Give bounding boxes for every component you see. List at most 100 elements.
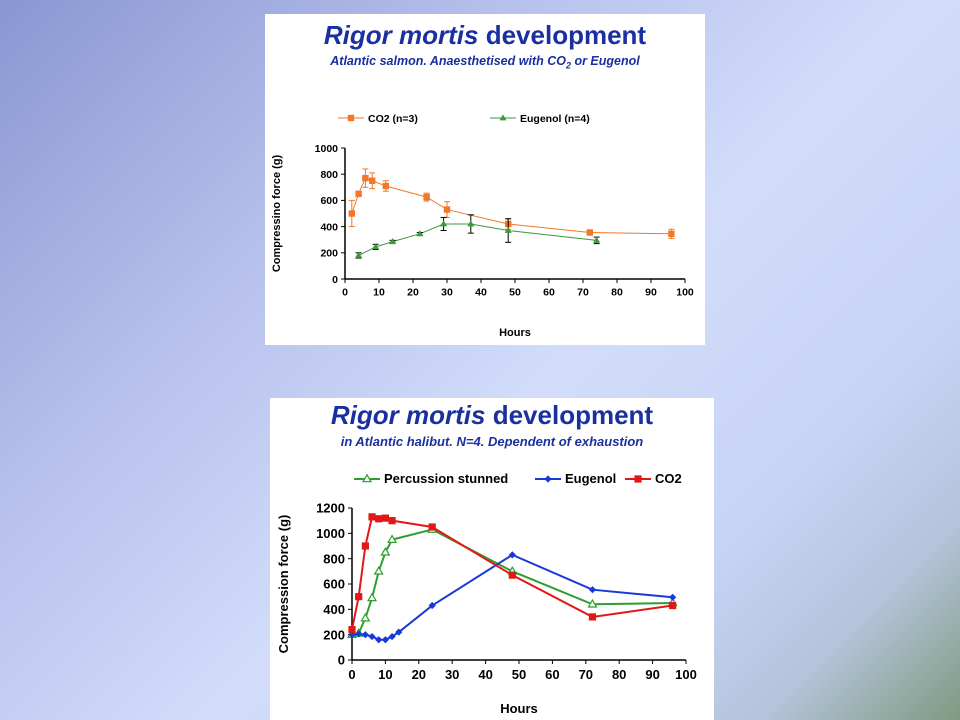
x-tick-label: 20 bbox=[412, 667, 426, 682]
series-co2 bbox=[348, 168, 675, 239]
data-point bbox=[361, 631, 369, 639]
y-tick-label: 400 bbox=[323, 602, 345, 617]
data-point bbox=[375, 515, 383, 523]
x-tick-label: 70 bbox=[579, 667, 593, 682]
data-point bbox=[381, 514, 389, 522]
data-point bbox=[375, 636, 383, 644]
legend-marker bbox=[361, 473, 373, 483]
data-point bbox=[668, 230, 675, 238]
series-line bbox=[351, 528, 673, 636]
legend-marker bbox=[499, 114, 507, 121]
chart-axes: 0 200 400 600 800 1000 0 10 20 30 40 50 60 70 80 90 100 H… bbox=[271, 143, 694, 339]
data-point bbox=[355, 593, 363, 601]
y-tick-label: 400 bbox=[320, 221, 338, 233]
y-tick-label: 800 bbox=[320, 169, 338, 181]
legend-label: CO2 bbox=[655, 471, 682, 486]
data-point bbox=[369, 177, 376, 184]
y-tick-label: 600 bbox=[320, 195, 338, 207]
data-point bbox=[467, 220, 475, 227]
chart-legend: Percussion stunned Eugenol CO2 bbox=[354, 471, 682, 486]
x-axis-label: Hours bbox=[500, 701, 538, 716]
y-tick-label: 1000 bbox=[315, 143, 339, 155]
data-point bbox=[348, 631, 356, 639]
x-tick-label: 0 bbox=[342, 287, 348, 299]
data-point bbox=[423, 193, 430, 201]
data-point bbox=[382, 182, 389, 190]
x-tick-label: 0 bbox=[348, 667, 355, 682]
x-tick-label: 90 bbox=[645, 287, 657, 299]
halibut-chart-plot: Percussion stunned Eugenol CO2020040060080… bbox=[276, 471, 697, 716]
data-point bbox=[588, 586, 597, 594]
data-point bbox=[428, 523, 436, 531]
y-axis-label: Compressino force (g) bbox=[271, 154, 283, 272]
x-tick-label: 80 bbox=[611, 287, 623, 299]
x-tick-label: 30 bbox=[441, 287, 453, 299]
data-point bbox=[504, 226, 512, 233]
x-tick-label: 70 bbox=[577, 287, 589, 299]
y-tick-label: 200 bbox=[323, 627, 345, 642]
y-axis-label: Compression force (g) bbox=[276, 515, 291, 654]
y-tick-label: 0 bbox=[338, 653, 345, 668]
data-point bbox=[360, 612, 371, 622]
data-point bbox=[381, 636, 389, 644]
data-point bbox=[368, 513, 376, 521]
data-point bbox=[440, 220, 448, 227]
data-point bbox=[586, 229, 593, 236]
salmon-chart-subtitle: Atlantic salmon. Anaesthetised with CO2 … bbox=[330, 54, 640, 71]
y-tick-label: 200 bbox=[320, 248, 338, 260]
halibut-chart-title: Rigor mortis development bbox=[330, 400, 654, 430]
legend-label: CO2 (n=3) bbox=[368, 113, 418, 125]
series-eugenol bbox=[348, 551, 677, 644]
x-tick-label: 40 bbox=[475, 287, 487, 299]
legend-label: Percussion stunned bbox=[384, 471, 508, 486]
halibut-chart-panel: Rigor mortis development in Atlantic hal… bbox=[270, 398, 714, 720]
salmon-chart-panel: Rigor mortis development Atlantic salmon… bbox=[265, 14, 705, 345]
data-point bbox=[355, 190, 362, 198]
x-tick-label: 50 bbox=[512, 667, 526, 682]
chart-axes: 0 200 400 600 800 1000 1200 0 10 20 30 40 50 60 70 80 90… bbox=[276, 501, 697, 716]
chart-legend: CO2 (n=3) Eugenol (n=4) bbox=[338, 113, 590, 125]
data-point bbox=[348, 210, 355, 217]
data-point bbox=[587, 598, 598, 608]
data-point bbox=[588, 613, 597, 621]
x-tick-label: 50 bbox=[509, 287, 521, 299]
data-point bbox=[361, 542, 369, 550]
data-point bbox=[669, 593, 677, 601]
x-tick-label: 80 bbox=[612, 667, 626, 682]
data-point bbox=[372, 243, 380, 250]
data-point bbox=[362, 174, 369, 182]
y-tick-label: 800 bbox=[323, 551, 345, 566]
x-tick-label: 10 bbox=[378, 667, 392, 682]
y-tick-label: 600 bbox=[323, 577, 345, 592]
legend-marker bbox=[347, 114, 355, 122]
x-axis-label: Hours bbox=[499, 327, 531, 339]
salmon-chart-plot: CO2 (n=3) Eugenol (n=4)020040060080010000… bbox=[271, 113, 694, 339]
x-tick-label: 40 bbox=[478, 667, 492, 682]
x-tick-label: 90 bbox=[645, 667, 659, 682]
halibut-chart-subtitle: in Atlantic halibut. N=4. Dependent of e… bbox=[340, 434, 644, 449]
data-point bbox=[355, 630, 363, 638]
data-point bbox=[416, 230, 424, 237]
series-percussion bbox=[346, 524, 678, 638]
salmon-chart-title: Rigor mortis development bbox=[323, 20, 647, 50]
data-point bbox=[373, 565, 384, 575]
data-point bbox=[669, 601, 677, 610]
x-tick-label: 60 bbox=[543, 287, 555, 299]
series-co2 bbox=[348, 513, 677, 634]
legend-marker bbox=[634, 475, 642, 483]
legend-label: Eugenol bbox=[565, 471, 616, 486]
data-point bbox=[389, 237, 397, 245]
x-tick-label: 20 bbox=[407, 287, 419, 299]
data-point bbox=[508, 571, 516, 579]
data-point bbox=[593, 236, 601, 243]
y-tick-label: 1200 bbox=[316, 501, 345, 516]
x-tick-label: 30 bbox=[445, 667, 459, 682]
series-eugenol bbox=[355, 214, 601, 259]
data-point bbox=[355, 251, 363, 258]
data-point bbox=[348, 626, 356, 634]
x-tick-label: 60 bbox=[545, 667, 559, 682]
data-point bbox=[368, 632, 376, 641]
series-line bbox=[358, 223, 597, 256]
y-tick-label: 1000 bbox=[316, 526, 345, 541]
data-point bbox=[443, 206, 451, 213]
